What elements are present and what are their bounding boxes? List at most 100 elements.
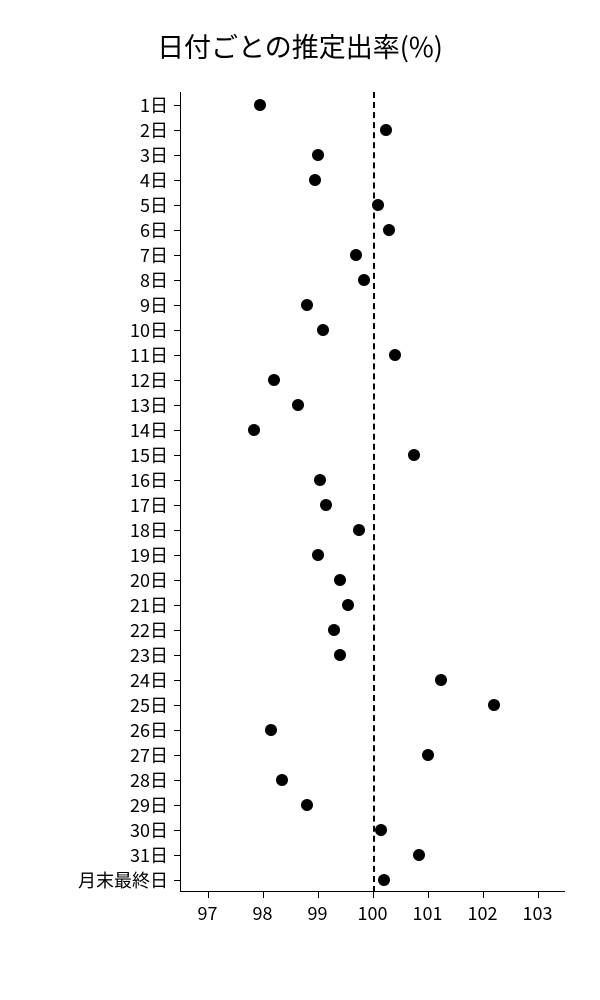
- y-tick-label: 21日: [130, 592, 168, 618]
- chart-container: 日付ごとの推定出率(%) 9798991001011021031日2日3日4日5…: [0, 0, 600, 1000]
- y-tick: [174, 480, 180, 481]
- data-point: [328, 624, 340, 636]
- y-tick: [174, 655, 180, 656]
- y-tick-label: 3日: [140, 142, 168, 168]
- y-tick-label: 23日: [130, 642, 168, 668]
- data-point: [378, 874, 390, 886]
- y-tick-label: 30日: [130, 817, 168, 843]
- y-tick: [174, 105, 180, 106]
- y-tick-label: 14日: [130, 417, 168, 443]
- y-tick: [174, 430, 180, 431]
- y-tick-label: 12日: [130, 367, 168, 393]
- data-point: [353, 524, 365, 536]
- y-tick-label: 17日: [130, 492, 168, 518]
- data-point: [334, 574, 346, 586]
- y-tick: [174, 455, 180, 456]
- data-point: [372, 199, 384, 211]
- y-tick: [174, 130, 180, 131]
- y-tick-label: 5日: [140, 192, 168, 218]
- x-tick: [318, 892, 319, 898]
- y-tick: [174, 505, 180, 506]
- data-point: [317, 324, 329, 336]
- y-tick: [174, 755, 180, 756]
- reference-line: [373, 92, 375, 892]
- y-tick-label: 15日: [130, 442, 168, 468]
- plot-area: 9798991001011021031日2日3日4日5日6日7日8日9日10日1…: [180, 92, 565, 892]
- y-tick: [174, 355, 180, 356]
- y-tick-label: 6日: [140, 217, 168, 243]
- x-tick: [373, 892, 374, 898]
- data-point: [358, 274, 370, 286]
- data-point: [320, 499, 332, 511]
- y-tick: [174, 830, 180, 831]
- y-tick: [174, 805, 180, 806]
- data-point: [375, 824, 387, 836]
- y-axis: [180, 92, 181, 892]
- data-point: [380, 124, 392, 136]
- x-tick-label: 102: [468, 900, 498, 926]
- y-tick: [174, 780, 180, 781]
- data-point: [350, 249, 362, 261]
- data-point: [413, 849, 425, 861]
- y-tick-label: 2日: [140, 117, 168, 143]
- y-tick-label: 19日: [130, 542, 168, 568]
- y-tick: [174, 555, 180, 556]
- y-tick: [174, 305, 180, 306]
- data-point: [309, 174, 321, 186]
- y-tick: [174, 330, 180, 331]
- y-tick-label: 20日: [130, 567, 168, 593]
- y-tick: [174, 280, 180, 281]
- x-tick: [428, 892, 429, 898]
- data-point: [254, 99, 266, 111]
- x-tick-label: 101: [413, 900, 443, 926]
- y-tick: [174, 380, 180, 381]
- y-tick-label: 1日: [140, 92, 168, 118]
- y-tick: [174, 880, 180, 881]
- data-point: [265, 724, 277, 736]
- data-point: [408, 449, 420, 461]
- y-tick-label: 16日: [130, 467, 168, 493]
- x-tick: [208, 892, 209, 898]
- y-tick-label: 7日: [140, 242, 168, 268]
- y-tick-label: 11日: [130, 342, 168, 368]
- x-tick-label: 99: [308, 900, 328, 926]
- x-tick: [538, 892, 539, 898]
- y-tick: [174, 530, 180, 531]
- data-point: [312, 549, 324, 561]
- y-tick: [174, 580, 180, 581]
- data-point: [268, 374, 280, 386]
- y-tick: [174, 180, 180, 181]
- data-point: [383, 224, 395, 236]
- data-point: [435, 674, 447, 686]
- y-tick: [174, 155, 180, 156]
- y-tick-label: 22日: [130, 617, 168, 643]
- y-tick: [174, 405, 180, 406]
- y-tick: [174, 205, 180, 206]
- data-point: [342, 599, 354, 611]
- data-point: [292, 399, 304, 411]
- data-point: [389, 349, 401, 361]
- data-point: [312, 149, 324, 161]
- x-tick: [263, 892, 264, 898]
- y-tick-label: 10日: [130, 317, 168, 343]
- data-point: [422, 749, 434, 761]
- x-tick-label: 97: [198, 900, 218, 926]
- data-point: [301, 299, 313, 311]
- y-tick-label: 31日: [130, 842, 168, 868]
- data-point: [301, 799, 313, 811]
- y-tick-label: 28日: [130, 767, 168, 793]
- y-tick-label: 18日: [130, 517, 168, 543]
- y-tick: [174, 705, 180, 706]
- y-tick: [174, 230, 180, 231]
- y-tick: [174, 855, 180, 856]
- y-tick: [174, 255, 180, 256]
- y-tick: [174, 680, 180, 681]
- y-tick-label: 8日: [140, 267, 168, 293]
- y-tick-label: 13日: [130, 392, 168, 418]
- y-tick-label: 24日: [130, 667, 168, 693]
- data-point: [334, 649, 346, 661]
- data-point: [276, 774, 288, 786]
- x-tick-label: 100: [358, 900, 388, 926]
- y-tick-label: 26日: [130, 717, 168, 743]
- y-tick-label: 29日: [130, 792, 168, 818]
